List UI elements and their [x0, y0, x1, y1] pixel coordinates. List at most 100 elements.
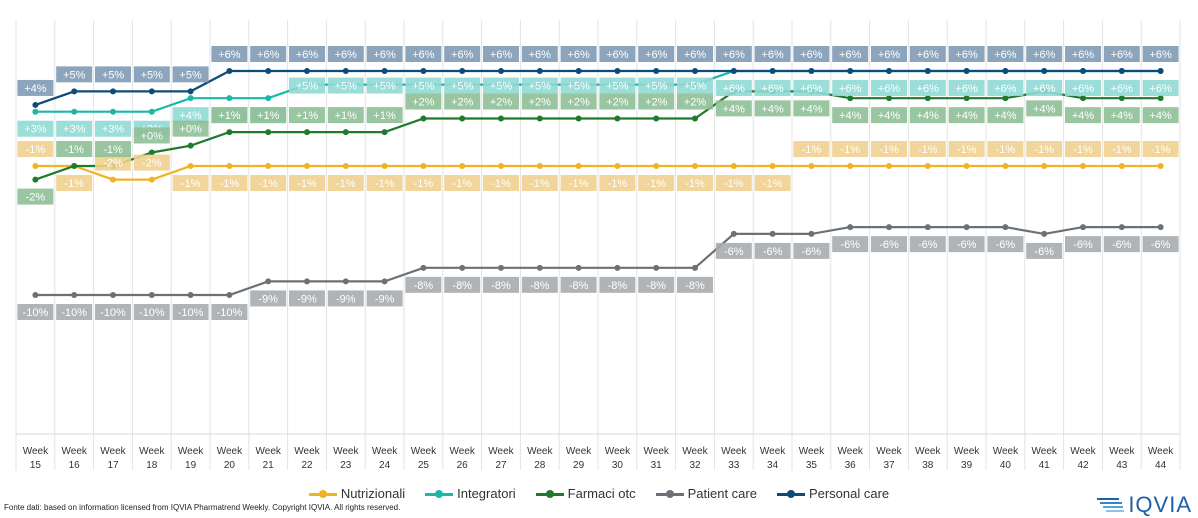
data-label-box: [405, 77, 442, 94]
data-label: +6%: [955, 83, 978, 95]
x-tick-label: Week: [1070, 446, 1096, 457]
x-tick-label: 40: [1000, 460, 1012, 471]
data-label: +6%: [218, 49, 241, 61]
data-label: +5%: [412, 81, 435, 93]
legend-label: Patient care: [687, 486, 757, 501]
data-label: -8%: [646, 280, 666, 292]
data-label-box: [366, 46, 403, 62]
data-label-box: [95, 154, 131, 171]
data-point: [1080, 95, 1086, 102]
data-point: [653, 115, 660, 122]
data-point: [1118, 95, 1125, 102]
data-point: [653, 264, 660, 271]
data-label: -8%: [608, 280, 628, 292]
x-tick-label: 33: [728, 460, 740, 471]
x-tick-label: Week: [915, 446, 941, 457]
data-point: [71, 108, 78, 115]
data-point: [304, 278, 310, 285]
data-label-box: [677, 175, 713, 192]
data-label-box: [211, 46, 248, 62]
data-label: -6%: [918, 239, 938, 251]
data-label: -8%: [530, 280, 550, 292]
x-tick-label: 41: [1039, 460, 1051, 471]
data-label-box: [987, 46, 1024, 62]
data-point: [304, 163, 310, 170]
chart-legend: Nutrizionali Integratori Farmaci otc Patien…: [0, 486, 1198, 501]
data-label: +4%: [179, 110, 202, 122]
data-point: [1157, 224, 1164, 231]
data-label: -8%: [685, 280, 705, 292]
data-point: [381, 278, 388, 285]
data-point: [653, 68, 660, 74]
data-point: [924, 68, 931, 74]
data-point: [1041, 163, 1048, 170]
data-label: -1%: [763, 178, 783, 190]
data-point: [847, 68, 854, 74]
data-label: +6%: [839, 49, 862, 61]
data-label-box: [95, 66, 131, 83]
x-tick-label: Week: [644, 446, 670, 457]
x-tick-label: 32: [689, 460, 701, 471]
data-point: [265, 95, 272, 102]
data-label: +5%: [606, 81, 629, 93]
data-label: +6%: [723, 49, 746, 61]
data-label-box: [289, 107, 325, 124]
x-tick-label: 24: [379, 460, 391, 471]
legend-label: Personal care: [808, 486, 890, 501]
data-label: +6%: [1072, 83, 1095, 95]
data-label-box: [289, 290, 325, 307]
data-label: -2%: [103, 158, 123, 170]
data-label-box: [560, 175, 597, 192]
x-tick-label: 19: [185, 460, 197, 471]
data-label: +4%: [761, 103, 784, 115]
data-label-box: [560, 276, 597, 293]
data-point: [187, 88, 194, 95]
legend-item: Nutrizionali: [308, 486, 405, 501]
data-label: -1%: [569, 178, 589, 190]
data-label-box: [599, 276, 636, 293]
data-label: -1%: [103, 144, 123, 156]
data-label-box: [1065, 107, 1101, 124]
data-point: [71, 88, 78, 95]
data-label: +5%: [102, 69, 125, 81]
data-label: +4%: [917, 110, 940, 122]
data-label-box: [172, 107, 209, 124]
data-label-box: [521, 93, 558, 110]
data-label-box: [17, 79, 54, 96]
data-label: +6%: [1033, 83, 1056, 95]
data-label: +3%: [63, 124, 86, 136]
data-label-box: [793, 141, 830, 158]
data-label: -1%: [491, 178, 511, 190]
x-tick-label: 15: [30, 460, 42, 471]
data-label-box: [483, 175, 519, 192]
data-label-box: [560, 77, 597, 94]
data-label-box: [715, 100, 752, 117]
data-label-box: [366, 77, 403, 94]
data-label: -8%: [414, 280, 434, 292]
data-label: +1%: [218, 110, 241, 122]
data-label: +4%: [878, 110, 901, 122]
x-tick-label: Week: [139, 446, 165, 457]
data-label-box: [211, 304, 248, 320]
data-label: -6%: [879, 239, 899, 251]
data-label-box: [754, 175, 791, 192]
data-label: +5%: [373, 81, 396, 93]
data-point: [886, 163, 892, 170]
data-label-box: [327, 107, 364, 124]
data-point: [769, 68, 776, 74]
x-tick-label: 35: [806, 460, 818, 471]
data-label: +2%: [451, 97, 474, 109]
data-label-box: [638, 276, 675, 293]
data-label: -1%: [26, 144, 46, 156]
x-tick-label: 25: [418, 460, 430, 471]
data-label: +5%: [179, 69, 202, 81]
data-label: +5%: [490, 81, 513, 93]
data-point: [808, 230, 815, 237]
data-label-box: [909, 141, 946, 158]
data-point: [692, 163, 698, 170]
x-tick-label: Week: [876, 446, 902, 457]
x-tick-label: Week: [256, 446, 282, 457]
data-label-box: [560, 46, 597, 62]
data-label: -1%: [220, 178, 240, 190]
data-label-box: [133, 127, 170, 144]
